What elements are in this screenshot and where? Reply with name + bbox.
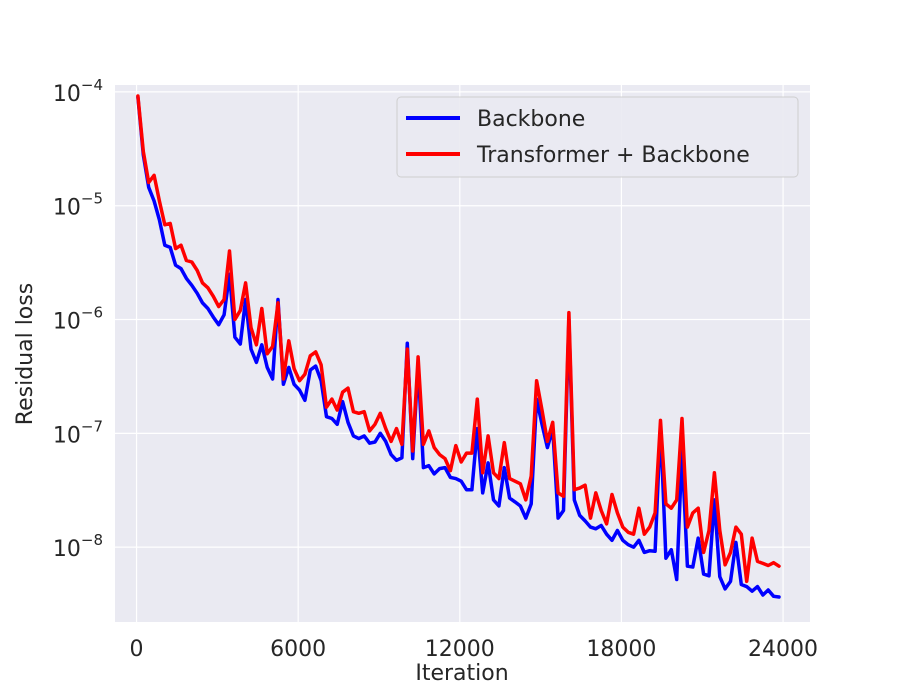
series-lines — [136, 94, 781, 599]
x-tick-label: 12000 — [425, 637, 495, 662]
y-tick-label: 10−7 — [53, 417, 103, 448]
y-gridlines — [115, 91, 810, 548]
x-tick-label: 6000 — [270, 637, 326, 662]
legend-label-transformer-backbone: Transformer + Backbone — [476, 143, 750, 168]
y-tick-label: 10−5 — [53, 190, 103, 221]
legend-box — [396, 96, 799, 178]
x-tick-label: 18000 — [586, 637, 656, 662]
legend-label-backbone: Backbone — [477, 107, 585, 132]
y-tick-label: 10−6 — [53, 304, 103, 335]
legend: Backbone Transformer + Backbone — [396, 96, 799, 178]
y-tick-label: 10−4 — [53, 76, 103, 107]
x-tick-label: 24000 — [748, 637, 818, 662]
x-axis-label: Iteration — [415, 661, 508, 686]
series-line-0 — [136, 95, 781, 599]
y-tick-labels: 10−8 10−7 10−6 10−5 10−4 — [53, 76, 103, 562]
x-tick-label: 0 — [130, 637, 144, 662]
x-tick-labels: 0 6000 12000 18000 24000 — [130, 637, 819, 662]
y-tick-label: 10−8 — [53, 531, 103, 562]
y-axis-label: Residual loss — [13, 283, 38, 425]
series-line-1 — [136, 94, 781, 584]
